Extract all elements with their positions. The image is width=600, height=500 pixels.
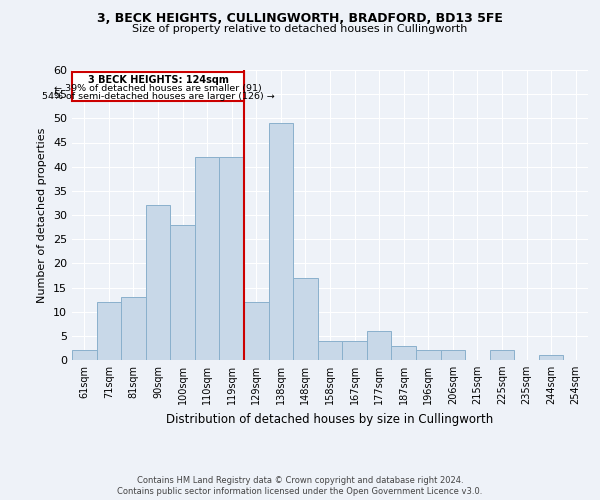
Bar — [367, 331, 391, 360]
Bar — [539, 355, 563, 360]
Text: 3, BECK HEIGHTS, CULLINGWORTH, BRADFORD, BD13 5FE: 3, BECK HEIGHTS, CULLINGWORTH, BRADFORD,… — [97, 12, 503, 26]
Text: 54% of semi-detached houses are larger (126) →: 54% of semi-detached houses are larger (… — [41, 92, 274, 101]
Bar — [72, 72, 244, 102]
Bar — [244, 302, 269, 360]
Bar — [195, 157, 220, 360]
Text: Contains public sector information licensed under the Open Government Licence v3: Contains public sector information licen… — [118, 488, 482, 496]
X-axis label: Distribution of detached houses by size in Cullingworth: Distribution of detached houses by size … — [166, 412, 494, 426]
Bar — [220, 157, 244, 360]
Y-axis label: Number of detached properties: Number of detached properties — [37, 128, 47, 302]
Bar — [269, 123, 293, 360]
Bar — [416, 350, 440, 360]
Text: ← 39% of detached houses are smaller (91): ← 39% of detached houses are smaller (91… — [54, 84, 262, 92]
Bar — [146, 206, 170, 360]
Bar — [293, 278, 318, 360]
Bar — [121, 297, 146, 360]
Bar — [97, 302, 121, 360]
Bar — [490, 350, 514, 360]
Bar — [170, 224, 195, 360]
Bar — [318, 340, 342, 360]
Text: Size of property relative to detached houses in Cullingworth: Size of property relative to detached ho… — [133, 24, 467, 34]
Text: Contains HM Land Registry data © Crown copyright and database right 2024.: Contains HM Land Registry data © Crown c… — [137, 476, 463, 485]
Bar — [342, 340, 367, 360]
Bar — [72, 350, 97, 360]
Bar — [440, 350, 465, 360]
Bar — [391, 346, 416, 360]
Text: 3 BECK HEIGHTS: 124sqm: 3 BECK HEIGHTS: 124sqm — [88, 75, 229, 85]
